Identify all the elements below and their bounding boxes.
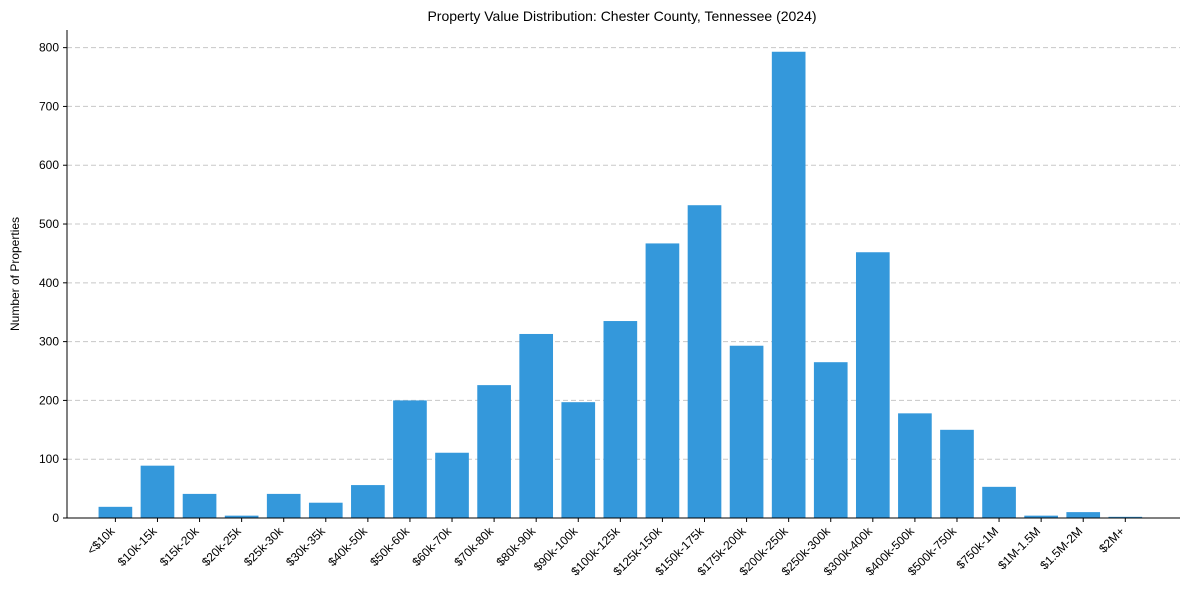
x-tick-label: $20k-25k [199, 524, 245, 570]
x-tick-label: $60k-70k [409, 524, 455, 570]
x-tick-label: $30k-35k [283, 524, 329, 570]
x-tick-label: $50k-60k [367, 524, 413, 570]
bar [603, 321, 638, 518]
x-tick-label: $1.5M-2M [1037, 524, 1085, 572]
x-tick-label: $70k-80k [451, 524, 497, 570]
x-tick-label: $2M+ [1096, 524, 1127, 555]
bar [729, 345, 764, 518]
bar [182, 493, 217, 518]
y-tick-label: 400 [39, 276, 59, 290]
y-tick-label: 200 [39, 393, 59, 407]
bar [940, 429, 974, 518]
x-ticks-layer: <$10k$10k-15k$15k-20k$20k-25k$25k-30k$30… [84, 518, 1127, 578]
y-tick-label: 800 [39, 41, 59, 55]
bar [140, 465, 175, 518]
x-tick-label: $750k-1M [954, 524, 1002, 572]
bar [98, 506, 133, 518]
bar [435, 452, 469, 518]
bar [1024, 515, 1058, 518]
axes-layer [66, 30, 1180, 519]
bar [519, 333, 554, 518]
bar [308, 502, 343, 518]
x-tick-label: $40k-50k [325, 524, 371, 570]
y-tick-label: 100 [39, 452, 59, 466]
bar [561, 402, 596, 518]
x-tick-label: $1M-1.5M [995, 524, 1043, 572]
chart-title: Property Value Distribution: Chester Cou… [427, 8, 816, 24]
y-tick-label: 600 [39, 158, 59, 172]
bar [1108, 516, 1143, 518]
bar [393, 400, 427, 518]
y-tick-label: 700 [39, 99, 59, 113]
bar [687, 205, 722, 518]
bar [813, 362, 848, 518]
bar [351, 485, 385, 518]
bar [224, 515, 259, 518]
y-axis-label: Number of Properties [8, 217, 22, 331]
bar [266, 493, 301, 518]
bar [477, 385, 511, 518]
y-tick-label: 500 [39, 217, 59, 231]
x-tick-label: $15k-20k [157, 524, 203, 570]
y-ticks-layer: 0 100 200 300 400 500 600 700 800 [39, 41, 67, 525]
bar [855, 252, 890, 518]
x-tick-label: $25k-30k [241, 524, 287, 570]
y-tick-label: 0 [52, 511, 59, 525]
x-tick-label: <$10k [84, 524, 118, 558]
y-tick-label: 300 [39, 335, 59, 349]
bars-layer [98, 51, 1143, 519]
bar [898, 413, 932, 518]
x-tick-label: $10k-15k [115, 524, 161, 570]
bar [982, 486, 1016, 518]
bar [645, 243, 680, 518]
bar [771, 51, 806, 519]
bar [1066, 512, 1101, 518]
